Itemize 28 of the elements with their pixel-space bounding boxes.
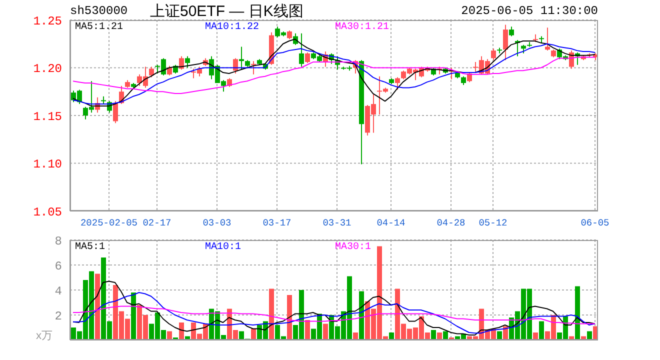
- y-tick-label: 1.05: [33, 205, 62, 220]
- x-tick-label: 03-03: [202, 218, 232, 229]
- text: 2025-06-05 11:30:00: [461, 4, 598, 18]
- y-tick-label: 1.25: [33, 14, 62, 28]
- y-tick-label: 1.10: [33, 158, 62, 172]
- text: MA5:1: [75, 242, 106, 253]
- text: MA30:1: [335, 242, 372, 253]
- x-tick-label: 02-17: [142, 218, 172, 229]
- x-tick-label: 04-28: [436, 218, 466, 229]
- y-tick-label: 1.20: [33, 62, 62, 76]
- y-tick-label: 1.15: [33, 110, 62, 124]
- chart-title: 上证50ETF — 日K线图: [150, 2, 304, 21]
- y-tick-label: 2: [54, 309, 62, 324]
- text: sh530000: [70, 4, 128, 18]
- y-tick-label: 8: [54, 234, 62, 248]
- x-tick-label: 03-31: [322, 218, 352, 229]
- x-tick-label: 04-14: [376, 218, 406, 229]
- x-tick-label: 06-05: [580, 218, 610, 229]
- x-tick-label: 2025-02-05: [80, 218, 138, 229]
- text: MA10:1: [205, 242, 242, 253]
- text: MA5:1.21: [75, 22, 124, 33]
- y-axis-title: x万: [36, 329, 52, 343]
- x-tick-label: 05-12: [478, 218, 508, 229]
- x-tick-label: 03-17: [262, 218, 292, 229]
- text: MA10:1.22: [205, 22, 260, 33]
- text: MA30:1.21: [335, 22, 390, 33]
- y-tick-label: 4: [54, 284, 62, 298]
- y-tick-label: 6: [54, 259, 62, 274]
